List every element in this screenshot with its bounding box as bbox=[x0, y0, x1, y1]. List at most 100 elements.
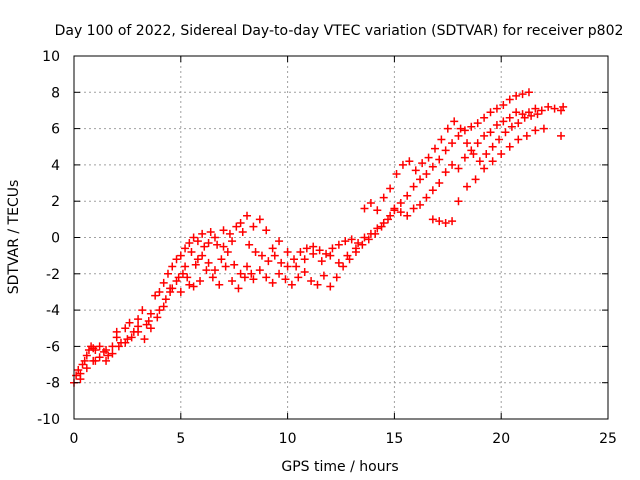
data-point bbox=[505, 142, 514, 151]
data-point bbox=[225, 229, 234, 238]
y-tick-label: 4 bbox=[51, 158, 60, 174]
data-point bbox=[475, 157, 484, 166]
data-point bbox=[334, 240, 343, 249]
axis-ticks: 0 5 10 15 20 25 -10 -8 -6 -4 -2 0 2 4 6 8 10 bbox=[37, 49, 617, 447]
data-point bbox=[243, 211, 252, 220]
data-point bbox=[437, 135, 446, 144]
data-point bbox=[236, 218, 245, 227]
data-point bbox=[480, 131, 489, 140]
data-marks bbox=[70, 88, 568, 387]
data-point bbox=[347, 235, 356, 244]
data-point bbox=[309, 242, 318, 251]
data-point bbox=[134, 315, 143, 324]
data-point bbox=[294, 273, 303, 282]
data-point bbox=[328, 244, 337, 253]
data-point bbox=[409, 204, 418, 213]
data-point bbox=[531, 104, 540, 113]
data-point bbox=[183, 273, 192, 282]
data-point bbox=[217, 255, 226, 264]
data-point bbox=[181, 244, 190, 253]
data-point bbox=[469, 150, 478, 159]
data-point bbox=[72, 371, 81, 380]
data-point bbox=[486, 108, 495, 117]
data-point bbox=[488, 142, 497, 151]
data-point bbox=[428, 186, 437, 195]
data-point bbox=[257, 251, 266, 260]
data-point bbox=[178, 269, 187, 278]
data-point bbox=[422, 193, 431, 202]
data-point bbox=[236, 269, 245, 278]
data-point bbox=[514, 135, 523, 144]
data-point bbox=[373, 224, 382, 233]
y-tick-label: -2 bbox=[46, 267, 60, 283]
data-point bbox=[435, 155, 444, 164]
data-point bbox=[204, 258, 213, 267]
data-point bbox=[245, 240, 254, 249]
data-point bbox=[460, 126, 469, 135]
data-point bbox=[315, 246, 324, 255]
data-point bbox=[403, 211, 412, 220]
data-point bbox=[480, 113, 489, 122]
y-tick-label: -10 bbox=[37, 412, 60, 428]
data-point bbox=[262, 226, 271, 235]
data-point bbox=[223, 248, 232, 257]
data-point bbox=[187, 248, 196, 257]
data-point bbox=[249, 275, 258, 284]
data-point bbox=[441, 218, 450, 227]
data-point bbox=[247, 269, 256, 278]
data-point bbox=[240, 273, 249, 282]
data-point bbox=[322, 249, 331, 258]
data-point bbox=[161, 295, 170, 304]
data-point bbox=[334, 258, 343, 267]
data-point bbox=[144, 316, 153, 325]
data-point bbox=[326, 282, 335, 291]
data-point bbox=[292, 262, 301, 271]
data-point bbox=[95, 353, 104, 362]
data-point bbox=[559, 102, 568, 111]
data-point bbox=[539, 124, 548, 133]
data-point bbox=[196, 277, 205, 286]
data-point bbox=[228, 237, 237, 246]
data-point bbox=[501, 128, 510, 137]
y-tick-label: 8 bbox=[51, 85, 60, 101]
data-point bbox=[153, 313, 162, 322]
data-point bbox=[255, 266, 264, 275]
data-point bbox=[215, 280, 224, 289]
y-tick-label: 0 bbox=[51, 231, 60, 247]
data-point bbox=[198, 251, 207, 260]
data-point bbox=[108, 349, 117, 358]
data-point bbox=[281, 275, 290, 284]
data-point bbox=[392, 169, 401, 178]
data-point bbox=[409, 182, 418, 191]
data-point bbox=[206, 228, 215, 237]
data-point bbox=[480, 164, 489, 173]
data-point bbox=[326, 251, 335, 260]
data-point bbox=[505, 95, 514, 104]
data-point bbox=[448, 217, 457, 226]
data-point bbox=[219, 242, 228, 251]
data-point bbox=[360, 233, 369, 242]
data-point bbox=[76, 375, 85, 384]
data-point bbox=[191, 260, 200, 269]
data-point bbox=[82, 364, 91, 373]
data-point bbox=[463, 182, 472, 191]
data-point bbox=[383, 215, 392, 224]
data-point bbox=[121, 324, 130, 333]
data-point bbox=[456, 124, 465, 133]
data-point bbox=[505, 113, 514, 122]
data-point bbox=[193, 255, 202, 264]
data-point bbox=[339, 262, 348, 271]
data-point bbox=[155, 287, 164, 296]
data-point bbox=[495, 135, 504, 144]
data-point bbox=[232, 222, 241, 231]
data-point bbox=[441, 168, 450, 177]
data-point bbox=[550, 104, 559, 113]
grid-lines bbox=[74, 56, 608, 419]
data-point bbox=[454, 197, 463, 206]
y-tick-label: 6 bbox=[51, 122, 60, 138]
data-point bbox=[151, 291, 160, 300]
data-point bbox=[287, 280, 296, 289]
data-point bbox=[463, 139, 472, 148]
data-point bbox=[497, 150, 506, 159]
data-point bbox=[277, 258, 286, 267]
